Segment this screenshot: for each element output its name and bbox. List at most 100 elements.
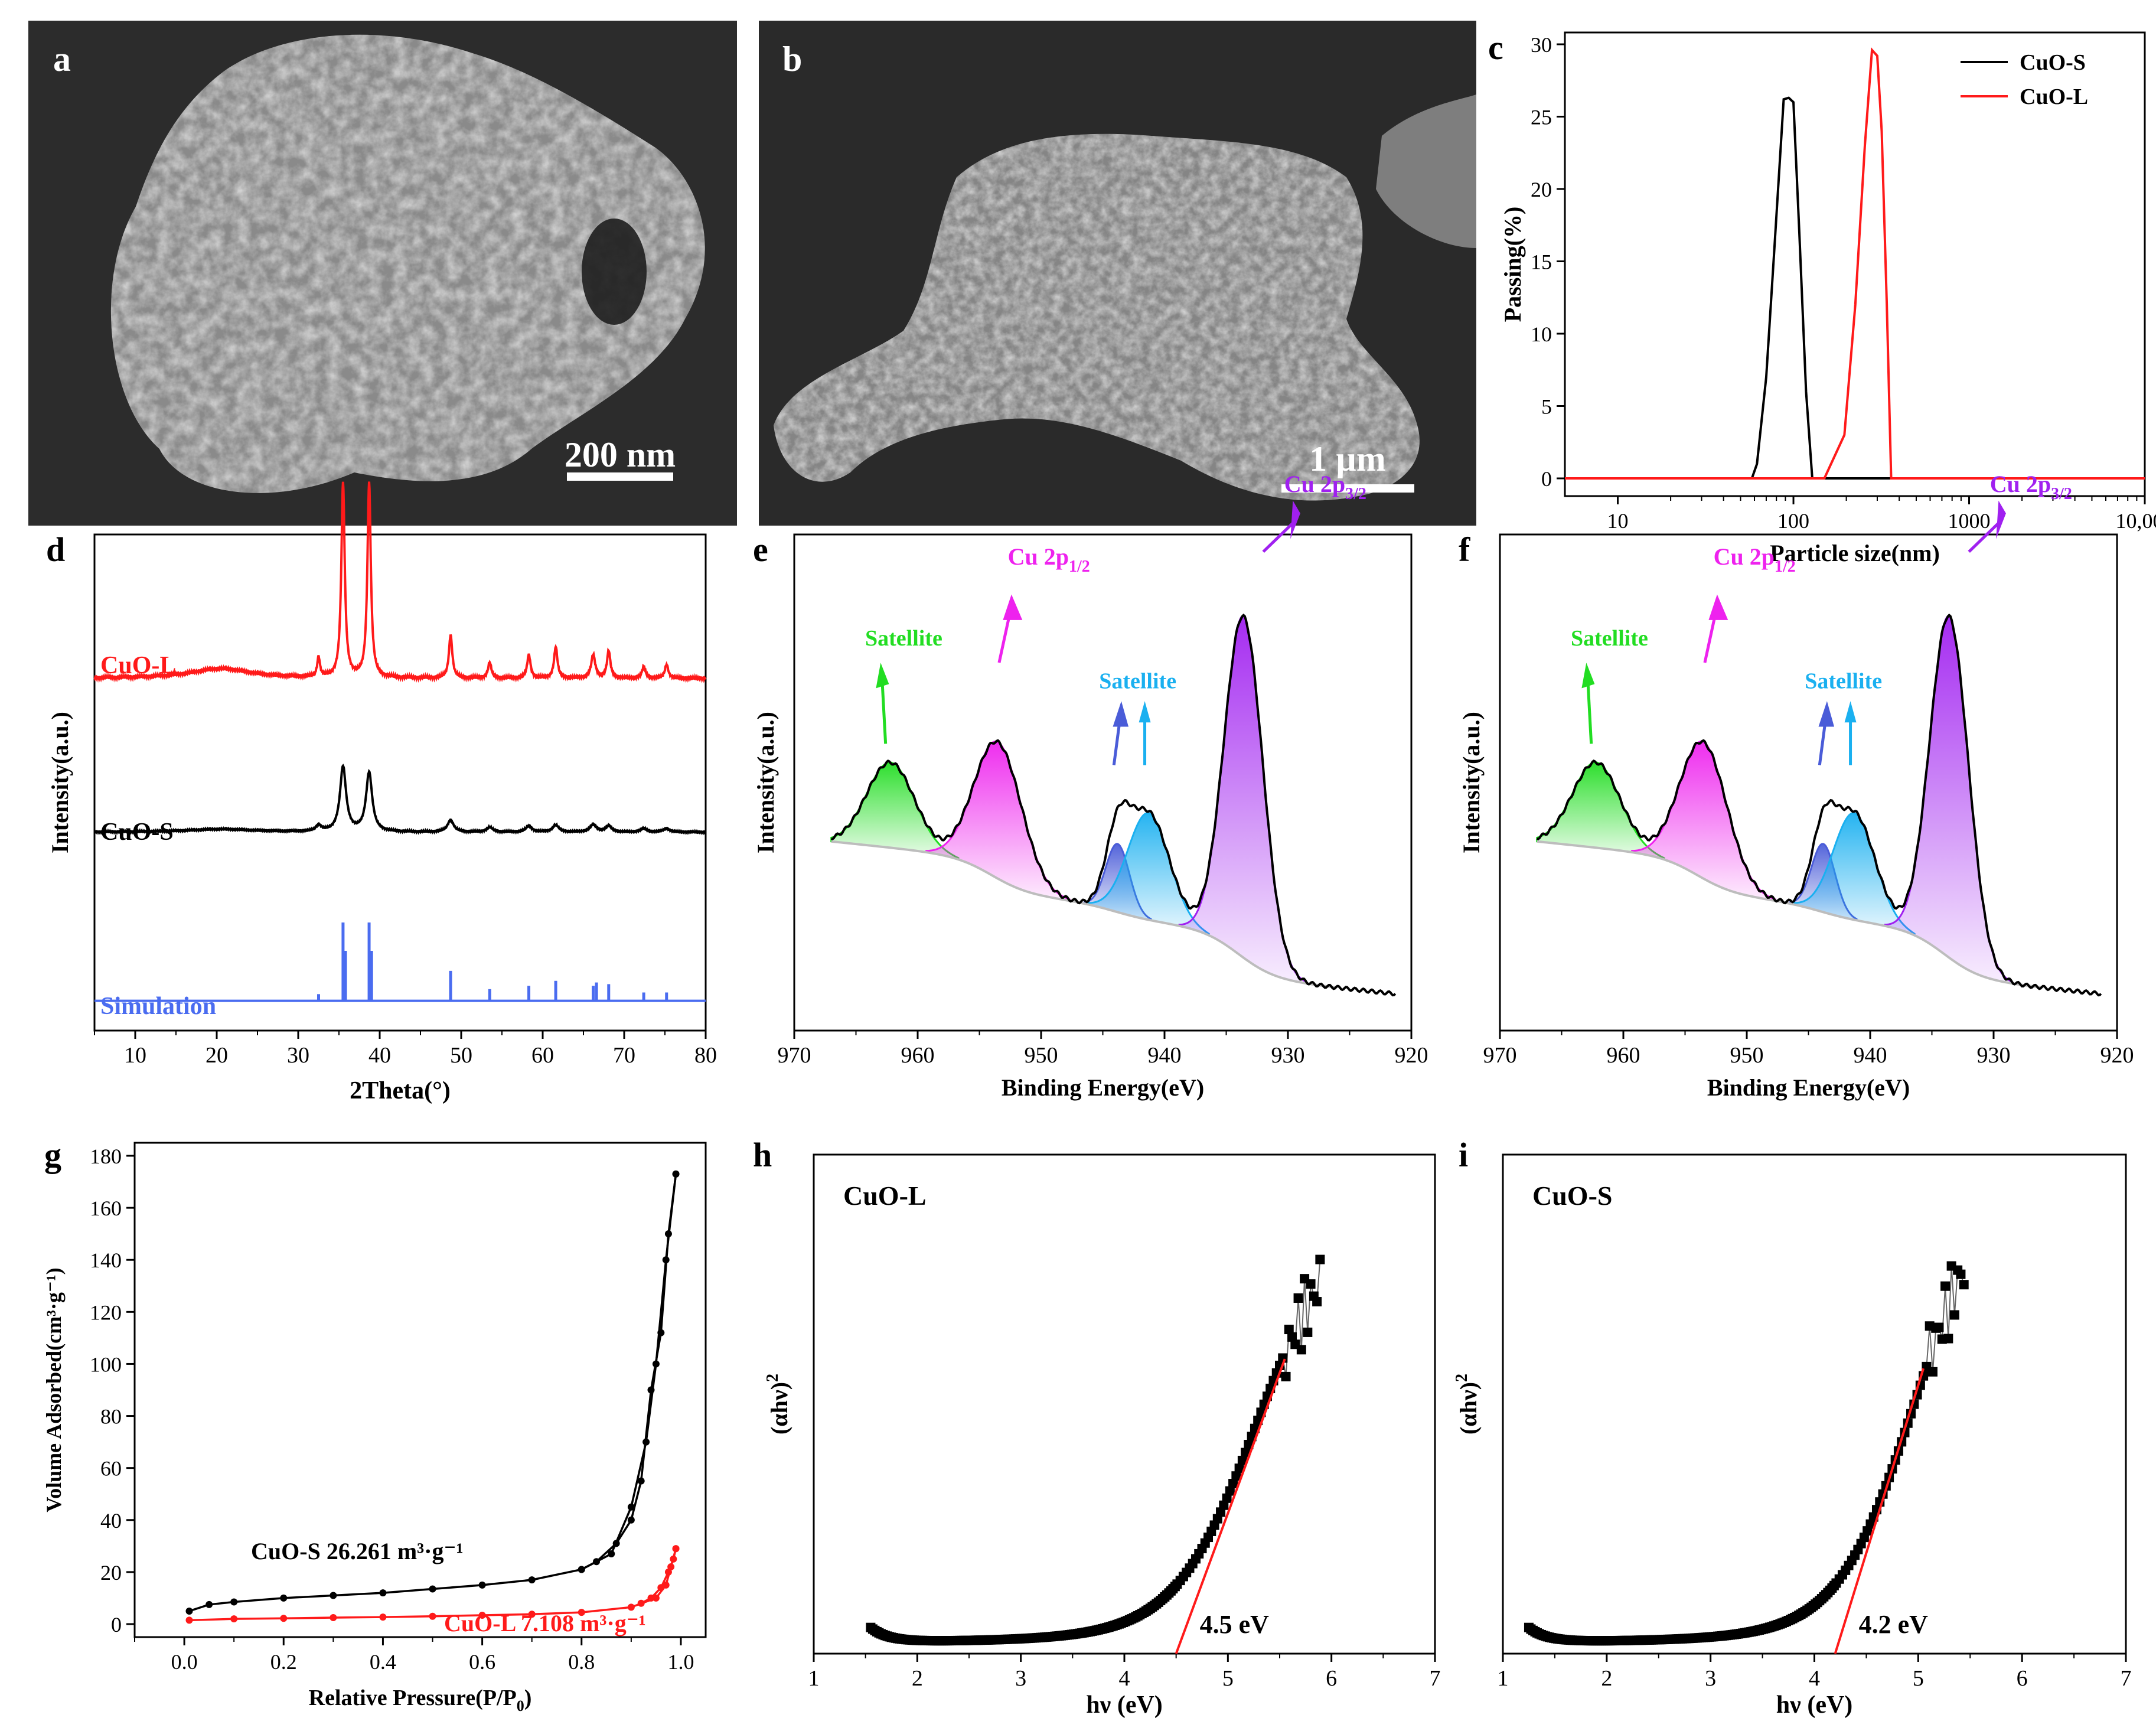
c-series-CuO-S — [1565, 96, 2145, 480]
c-ytick-2-label: 10 — [1531, 322, 1552, 346]
h-point-194 — [1315, 1254, 1325, 1264]
f-component-1 — [1631, 740, 1776, 902]
g-ytick-4-label: 80 — [100, 1405, 122, 1429]
e-xtick-3-label: 940 — [1148, 1043, 1182, 1068]
e-background — [831, 840, 1335, 989]
h-xtick-1-label: 2 — [912, 1666, 923, 1691]
h-ylabel: (αhν)2 — [764, 1374, 792, 1435]
chart-d: 10 20 30 40 50 60 70 80 2Theta(°) Intensity(a.u.)… — [47, 481, 717, 1104]
h-point-169 — [1237, 1455, 1247, 1465]
panel-d-letter: d — [46, 530, 65, 569]
f-arrowhead-cu2p32 — [1996, 500, 2006, 539]
f-component-0 — [1536, 761, 1665, 861]
g-ytick-5-label: 100 — [90, 1352, 122, 1376]
g-point-2-6 — [478, 1611, 486, 1619]
g-ytick-1-label: 20 — [100, 1561, 122, 1585]
axes-frame — [1564, 31, 2146, 497]
f-label-cu2p32-sub: 3/2 — [2051, 485, 2072, 503]
g-ytick-8-label: 160 — [90, 1197, 122, 1220]
c-legend-label-CuO-S: CuO-S — [2020, 50, 2086, 75]
i-point-159 — [1865, 1519, 1876, 1529]
chart-c: 10 100 1000 10,000 0 5 10 15 20 25 30 Particle size… — [1499, 31, 2156, 566]
f-xtick-3-label: 940 — [1854, 1043, 1887, 1068]
g-point-1-6 — [612, 1540, 620, 1547]
c-ytick-5-label: 25 — [1531, 106, 1552, 129]
g-point-1-0 — [672, 1170, 680, 1178]
d-xlabel: 2Theta(°) — [350, 1077, 451, 1104]
panel-f-letter: f — [1459, 530, 1470, 569]
f-arrowhead-cu2p12 — [1708, 594, 1728, 620]
e-arrowhead-cu2p12 — [1003, 594, 1023, 620]
e-xtick-1-label: 960 — [901, 1043, 935, 1068]
g-ytick-2-label: 40 — [100, 1509, 122, 1533]
e-arrowhead-cu2p32 — [1290, 500, 1300, 539]
g-xtick-4-label: 0.8 — [568, 1650, 595, 1674]
g-xlabel: Relative Pressure(P/P0) — [309, 1686, 532, 1714]
e-xlabel: Binding Energy(eV) — [1002, 1074, 1204, 1101]
g-annotation-cuo-l: CuO-L 7.108 m³·g⁻¹ — [444, 1610, 646, 1637]
e-arrowhead-satellite-1 — [876, 663, 889, 689]
g-xlabel-end: ) — [524, 1686, 532, 1710]
g-point-0-7 — [478, 1581, 486, 1589]
d-xtick-7-label: 80 — [694, 1043, 717, 1068]
i-xtick-0-label: 1 — [1498, 1666, 1509, 1691]
g-point-0-3 — [280, 1594, 288, 1602]
i-sample-label: CuO-S — [1532, 1181, 1612, 1211]
d-label-cuo-s: CuO-S — [100, 819, 174, 846]
panel-a-scalebar — [567, 472, 673, 481]
chart-e: 970 960 950 940 930 920 Binding Energy(eV) Inte… — [752, 471, 1428, 1101]
g-ytick-7-label: 140 — [90, 1248, 122, 1272]
axes-frame — [133, 1142, 707, 1638]
e-label-cu2p32-sub: 3/2 — [1345, 485, 1366, 503]
f-label-cu2p32: Cu 2p3/2 — [1990, 471, 2072, 503]
h-point-170 — [1241, 1448, 1251, 1458]
f-xtick-1-label: 960 — [1607, 1043, 1640, 1068]
d-xtick-2-label: 30 — [287, 1043, 309, 1068]
g-point-2-8 — [578, 1609, 585, 1616]
h-xtick-4-label: 5 — [1222, 1666, 1234, 1691]
g-point-2-4 — [379, 1613, 387, 1621]
i-point-184 — [1943, 1334, 1953, 1344]
g-point-3-5 — [637, 1599, 645, 1607]
f-label-cu2p12-sub: 1/2 — [1775, 558, 1796, 576]
g-point-2-5 — [429, 1612, 436, 1620]
h-point-171 — [1244, 1440, 1254, 1450]
e-label-satellite-2: Satellite — [1099, 669, 1176, 693]
g-point-0-2 — [230, 1598, 238, 1606]
g-ytick-0-label: 0 — [111, 1613, 122, 1637]
e-xtick-5-label: 920 — [1395, 1043, 1428, 1068]
g-annotation-cuo-s: CuO-S 26.261 m³·g⁻¹ — [251, 1538, 464, 1564]
g-point-3-1 — [670, 1555, 677, 1563]
c-ytick-4-label: 20 — [1531, 178, 1552, 201]
h-xtick-5-label: 6 — [1326, 1666, 1337, 1691]
f-xtick-2-label: 950 — [1730, 1043, 1764, 1068]
d-xtick-4-label: 50 — [450, 1043, 472, 1068]
h-point-193 — [1312, 1297, 1322, 1307]
d-xtick-6-label: 70 — [613, 1043, 635, 1068]
c-xtick-0-label: 10 — [1607, 509, 1629, 533]
e-arrow-cu2p32 — [1262, 520, 1296, 553]
i-point-186 — [1949, 1310, 1959, 1320]
f-arrow-satellite-1 — [1586, 675, 1593, 744]
e-ylabel: Intensity(a.u.) — [752, 712, 779, 853]
f-arrowhead-satellite-2b — [1844, 701, 1857, 723]
g-point-0-6 — [429, 1585, 436, 1593]
i-xtick-3-label: 4 — [1809, 1666, 1820, 1691]
panel-i-letter: i — [1459, 1136, 1468, 1174]
h-sample-label: CuO-L — [843, 1181, 927, 1211]
g-point-2-0 — [185, 1616, 193, 1624]
e-xtick-0-label: 970 — [778, 1043, 811, 1068]
h-point-165 — [1225, 1486, 1235, 1496]
f-xtick-5-label: 920 — [2100, 1043, 2134, 1068]
f-envelope — [1536, 613, 2102, 997]
f-background — [1537, 840, 2041, 989]
h-point-183 — [1281, 1371, 1291, 1381]
g-point-0-5 — [379, 1589, 387, 1597]
e-label-cu2p12-sub: 1/2 — [1069, 558, 1090, 576]
g-point-3-4 — [647, 1594, 655, 1602]
g-point-2-10 — [652, 1594, 660, 1602]
g-point-3-3 — [657, 1584, 665, 1592]
chart-g: 0.0 0.2 0.4 0.6 0.8 1.0 0 20 40 60 80 100 120 140 160 1… — [42, 1142, 707, 1714]
f-xtick-4-label: 930 — [1977, 1043, 2011, 1068]
